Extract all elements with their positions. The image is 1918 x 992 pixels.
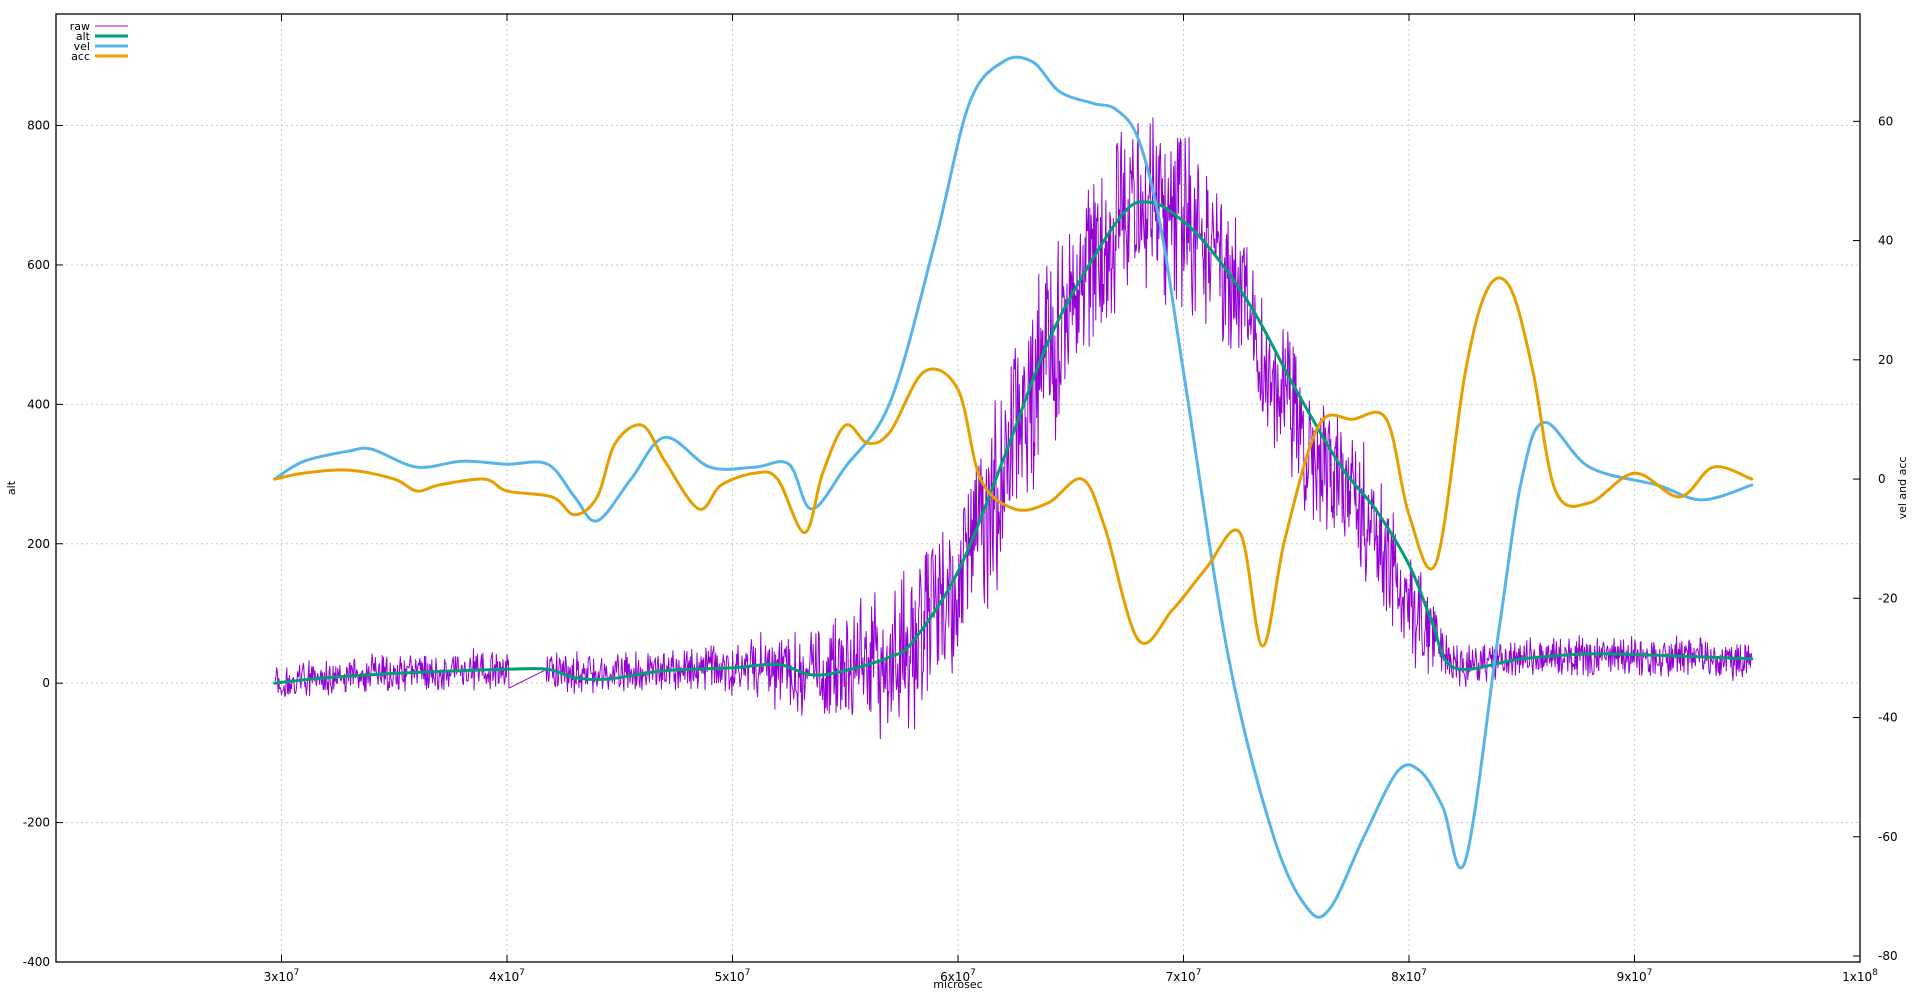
y2-tick-label: 20: [1878, 353, 1893, 367]
legend-label-raw: raw: [70, 20, 90, 33]
y2-tick-label: 40: [1878, 234, 1893, 248]
legend-label-alt: alt: [76, 30, 91, 43]
x-tick-base: 9x10: [1617, 970, 1647, 984]
legend-label-acc: acc: [71, 50, 90, 63]
series-layer: [273, 55, 1754, 919]
y-tick-label: 800: [27, 119, 50, 133]
x-tick-label: 4x107: [489, 968, 525, 984]
grid: [56, 14, 1860, 963]
x-tick-label: 1x108: [1842, 968, 1878, 984]
x-tick-exponent: 7: [1421, 968, 1427, 978]
x-tick-exponent: 7: [1647, 968, 1653, 978]
x-tick-label: 8x107: [1391, 968, 1427, 984]
x-tick-exponent: 7: [745, 968, 751, 978]
x-tick-label: 9x107: [1617, 968, 1653, 984]
y-tick-label: 600: [27, 258, 50, 272]
x-tick-exponent: 7: [1196, 968, 1202, 978]
y-tick-label: -400: [23, 955, 50, 969]
x-tick-label: 5x107: [715, 968, 751, 984]
x-tick-exponent: 7: [294, 968, 300, 978]
x-tick-exponent: 8: [1872, 968, 1878, 978]
x-tick-exponent: 7: [970, 968, 976, 978]
x-tick-base: 4x10: [489, 970, 519, 984]
y2-tick-label: -20: [1878, 591, 1898, 605]
y2-tick-label: -60: [1878, 830, 1898, 844]
y-tick-label: 400: [27, 397, 50, 411]
x-tick-base: 3x10: [264, 970, 294, 984]
x-tick-base: 6x10: [940, 970, 970, 984]
x-tick-label: 3x107: [264, 968, 300, 984]
series-line-alt: [273, 200, 1754, 685]
x-tick-base: 8x10: [1391, 970, 1421, 984]
x-tick-base: 5x10: [715, 970, 745, 984]
legend-label-vel: vel: [74, 40, 90, 53]
x-tick-label: 7x107: [1166, 968, 1202, 984]
axes: 3x107 4x107 5x107 6x107 7x107 8x107 9x107 1x108…: [23, 14, 1898, 984]
x-axis-title: microsec: [933, 978, 982, 991]
y2-axis-title: vel and acc: [1896, 457, 1909, 520]
x-tick-exponent: 7: [519, 968, 525, 978]
y2-tick-label: 60: [1878, 114, 1893, 128]
y-tick-label: 0: [42, 676, 50, 690]
series-line-vel: [273, 55, 1754, 919]
y2-tick-label: 0: [1878, 472, 1886, 486]
series-line-acc: [273, 276, 1754, 648]
x-tick-base: 7x10: [1166, 970, 1196, 984]
x-tick-base: 1x10: [1842, 970, 1872, 984]
y-tick-label: 200: [27, 537, 50, 551]
y-axis-title: alt: [5, 480, 18, 495]
y2-tick-label: -80: [1878, 949, 1898, 963]
series-line-raw: [274, 117, 1753, 740]
y2-tick-label: -40: [1878, 711, 1898, 725]
x-tick-label: 6x107: [940, 968, 976, 984]
y-tick-label: -200: [23, 816, 50, 830]
